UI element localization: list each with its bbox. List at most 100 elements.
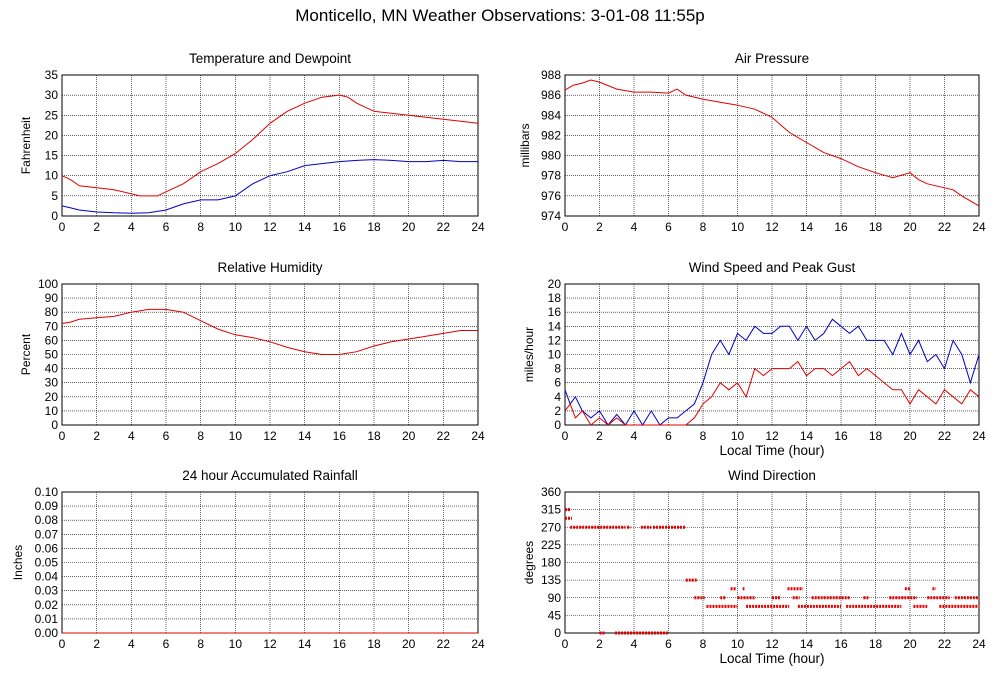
page-title: Monticello, MN Weather Observations: 3-0…	[295, 6, 705, 25]
humidity-y-tick-label: 60	[45, 333, 59, 347]
wind-x-tick-label: 10	[731, 429, 745, 443]
humidity-series-line-0	[61, 308, 478, 355]
rain-y-tick-label: 0.05	[35, 556, 59, 570]
wind-y-tick-label: 20	[548, 277, 562, 291]
direction-x-tick-label: 4	[631, 637, 638, 651]
direction-y-tick-label: 270	[541, 520, 561, 534]
pressure-y-tick-label: 982	[541, 128, 561, 142]
humidity-y-tick-label: 80	[45, 305, 59, 319]
pressure-plot-frame	[564, 74, 980, 217]
wind-x-tick-label: 20	[903, 429, 917, 443]
humidity-y-tick-label: 70	[45, 319, 59, 333]
temp-y-tick-label: 15	[45, 149, 59, 163]
wind-x-tick-label: 4	[631, 429, 638, 443]
direction-x-tick-label: 14	[800, 637, 814, 651]
temp-series-line-1	[61, 159, 478, 214]
wind-series-line-0	[564, 318, 980, 426]
rain-y-tick-label: 0.09	[35, 499, 59, 513]
humidity-y-tick-label: 90	[45, 291, 59, 305]
rain-y-tick-label: 0.00	[35, 626, 59, 640]
pressure-x-tick-label: 0	[562, 220, 569, 234]
humidity-y-tick-label: 30	[45, 376, 59, 390]
pressure-y-tick-label: 988	[541, 68, 561, 82]
pressure-x-tick-label: 18	[869, 220, 883, 234]
humidity-chart-title: Relative Humidity	[217, 260, 322, 275]
direction-x-axis-label: Local Time (hour)	[719, 651, 824, 666]
rain-y-axis-label: Inches	[11, 545, 25, 580]
direction-y-tick-label: 135	[541, 573, 561, 587]
humidity-x-tick-label: 22	[437, 429, 451, 443]
pressure-x-tick-label: 24	[972, 220, 986, 234]
temp-x-tick-label: 20	[402, 220, 416, 234]
direction-x-tick-label: 8	[700, 637, 707, 651]
pressure-y-tick-label: 984	[541, 108, 561, 122]
pressure-chart-title: Air Pressure	[735, 51, 809, 66]
direction-x-tick-label: 6	[665, 637, 672, 651]
wind-x-axis-label: Local Time (hour)	[719, 443, 824, 458]
wind-y-tick-label: 0	[554, 418, 561, 432]
wind-chart-title: Wind Speed and Peak Gust	[689, 260, 856, 275]
temp-series-line-0	[61, 94, 479, 197]
temp-x-tick-label: 22	[437, 220, 451, 234]
rain-y-tick-label: 0.08	[35, 513, 59, 527]
rain-x-tick-label: 24	[471, 637, 485, 651]
rain-x-tick-label: 12	[263, 637, 277, 651]
pressure-x-tick-label: 6	[665, 220, 672, 234]
temp-y-tick-label: 25	[45, 108, 59, 122]
direction-x-tick-label: 2	[596, 637, 603, 651]
wind-y-tick-label: 18	[548, 291, 562, 305]
direction-y-axis-label: degrees	[522, 541, 536, 584]
wind-x-tick-label: 18	[869, 429, 883, 443]
wind-x-tick-label: 2	[596, 429, 603, 443]
pressure-y-tick-label: 976	[541, 189, 561, 203]
temp-y-tick-label: 0	[51, 209, 58, 223]
humidity-x-tick-label: 4	[128, 429, 135, 443]
rain-x-tick-label: 4	[128, 637, 135, 651]
temp-plot-frame	[61, 74, 479, 217]
humidity-x-tick-label: 6	[163, 429, 170, 443]
rain-x-tick-label: 14	[298, 637, 312, 651]
temp-x-tick-label: 18	[367, 220, 381, 234]
wind-y-tick-label: 2	[554, 404, 561, 418]
pressure-x-tick-label: 16	[834, 220, 848, 234]
direction-y-tick-label: 315	[541, 503, 561, 517]
temp-x-tick-label: 10	[229, 220, 243, 234]
humidity-x-tick-label: 8	[197, 429, 204, 443]
rain-x-tick-label: 8	[197, 637, 204, 651]
pressure-y-tick-label: 978	[541, 169, 561, 183]
temp-y-tick-label: 10	[45, 169, 59, 183]
humidity-y-tick-label: 20	[45, 390, 59, 404]
wind-y-tick-label: 6	[554, 376, 561, 390]
pressure-y-tick-label: 974	[541, 209, 561, 223]
wind-x-tick-label: 22	[938, 429, 952, 443]
direction-x-tick-label: 16	[834, 637, 848, 651]
temp-x-tick-label: 2	[93, 220, 100, 234]
wind-y-tick-label: 16	[548, 305, 562, 319]
humidity-y-tick-label: 40	[45, 362, 59, 376]
rain-y-tick-label: 0.06	[35, 541, 59, 555]
humidity-x-tick-label: 20	[402, 429, 416, 443]
pressure-y-tick-label: 980	[541, 149, 561, 163]
humidity-x-tick-label: 18	[367, 429, 381, 443]
humidity-x-tick-label: 0	[59, 429, 66, 443]
humidity-y-axis-label: Percent	[19, 333, 33, 375]
rain-x-tick-label: 2	[93, 637, 100, 651]
wind-x-tick-label: 8	[700, 429, 707, 443]
pressure-y-tick-label: 986	[541, 88, 561, 102]
pressure-x-tick-label: 10	[731, 220, 745, 234]
rain-x-tick-label: 0	[59, 637, 66, 651]
direction-y-tick-label: 45	[548, 608, 562, 622]
wind-x-tick-label: 0	[562, 429, 569, 443]
pressure-series-line-0	[564, 79, 980, 207]
temp-x-tick-label: 4	[128, 220, 135, 234]
humidity-y-tick-label: 50	[45, 348, 59, 362]
rain-x-tick-label: 6	[163, 637, 170, 651]
humidity-x-tick-label: 14	[298, 429, 312, 443]
direction-x-tick-label: 22	[938, 637, 952, 651]
direction-y-tick-label: 180	[541, 556, 561, 570]
humidity-x-tick-label: 2	[93, 429, 100, 443]
temp-y-axis-label: Fahrenheit	[19, 116, 33, 174]
pressure-x-tick-label: 2	[596, 220, 603, 234]
rain-x-tick-label: 20	[402, 637, 416, 651]
